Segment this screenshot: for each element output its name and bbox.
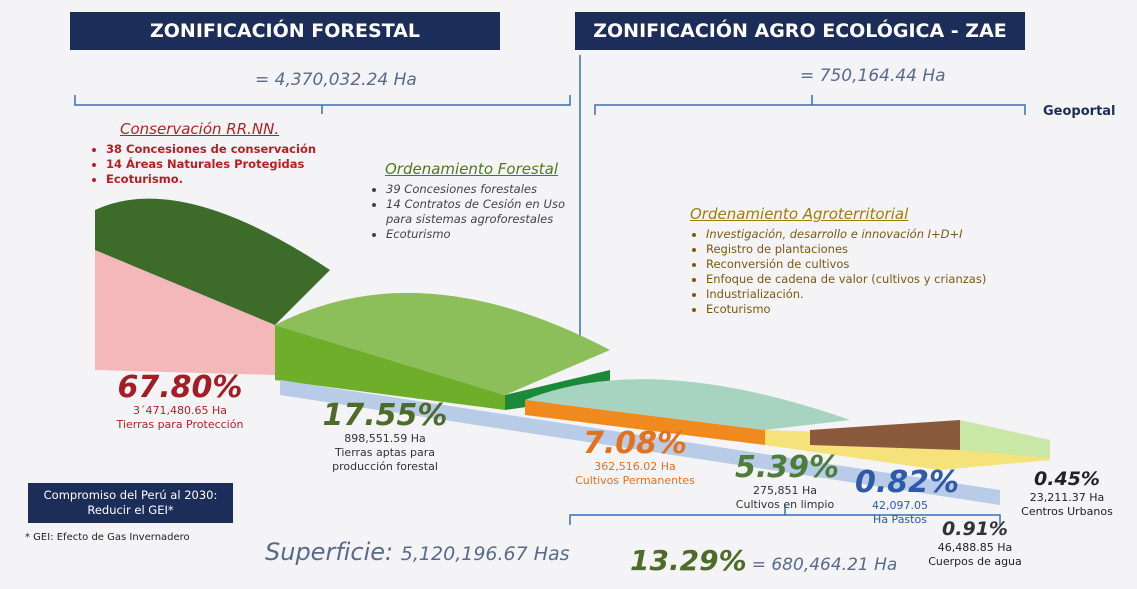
- zone-percent: 7.08%: [570, 428, 700, 460]
- zae-title: ZONIFICACIÓN AGRO ECOLÓGICA - ZAE: [575, 12, 1025, 50]
- zae-total: = 750,164.44 Ha: [800, 66, 946, 86]
- forestal-total: = 4,370,032.24 Ha: [255, 70, 417, 90]
- zone-percent: 0.82%: [855, 467, 945, 499]
- item: Enfoque de cadena de valor (cultivos y c…: [706, 272, 1030, 287]
- item: Ecoturismo.: [106, 172, 350, 187]
- agri-value: = 680,464.21 Ha: [752, 555, 898, 575]
- zone-area: 23,211.37 Ha: [1012, 491, 1122, 505]
- logo: Geoportal: [1043, 104, 1116, 119]
- zone-label: Centros Urbanos: [1012, 505, 1122, 519]
- section-title: Ordenamiento Agroterritorial: [690, 205, 1030, 223]
- item: Registro de plantaciones: [706, 242, 1030, 257]
- zone-label: Cultivos Permanentes: [570, 474, 700, 488]
- section-title: Conservación RR.NN.: [120, 120, 350, 138]
- zone-label: Cuerpos de agua: [925, 555, 1025, 569]
- brace: [75, 95, 570, 114]
- zone-area: 275,851 Ha: [735, 484, 835, 498]
- item: 39 Concesiones forestales: [386, 182, 565, 197]
- zone-area: 898,551.59 Ha: [315, 432, 455, 446]
- agri-total: 13.29% = 680,464.21 Ha: [630, 545, 897, 577]
- zone-percent: 17.55%: [315, 400, 455, 432]
- item: Industrialización.: [706, 287, 1030, 302]
- zone-area: 362,516.02 Ha: [570, 460, 700, 474]
- forestal-title: ZONIFICACIÓN FORESTAL: [70, 12, 500, 50]
- zone-percent: 0.91%: [925, 517, 1025, 541]
- section: Ordenamiento Forestal 39 Concesiones for…: [370, 160, 565, 242]
- surface-value: 5,120,196.67 Has: [401, 543, 570, 565]
- zone-area: 46,488.85 Ha: [925, 541, 1025, 555]
- footnote: * GEI: Efecto de Gas Invernadero: [25, 532, 190, 543]
- zone-label: Tierras para Protección: [90, 418, 270, 432]
- infographic: ZONIFICACIÓN FORESTAL ZONIFICACIÓN AGRO …: [0, 0, 1137, 589]
- zone-percent: 0.45%: [1012, 467, 1122, 491]
- section: Conservación RR.NN. 38 Concesiones de co…: [90, 120, 350, 187]
- zone-label: Tierras aptas para producción forestal: [315, 446, 455, 474]
- zone-percent: 67.80%: [90, 372, 270, 404]
- item: 14 Contratos de Cesión en Uso para siste…: [386, 197, 565, 227]
- section: Ordenamiento Agroterritorial Investigaci…: [690, 205, 1030, 317]
- item: Ecoturismo: [386, 227, 565, 242]
- item: Reconversión de cultivos: [706, 257, 1030, 272]
- agri-percent: 13.29%: [630, 544, 747, 577]
- brace: [595, 95, 1025, 115]
- zone-label: Cultivos en limpio: [735, 498, 835, 512]
- item: 14 Áreas Naturales Protegidas: [106, 157, 350, 172]
- zone-area: 3´471,480.65 Ha: [90, 404, 270, 418]
- item: 38 Concesiones de conservación: [106, 142, 350, 157]
- pasture: [810, 420, 960, 450]
- commitment: Compromiso del Perú al 2030: Reducir el …: [28, 488, 233, 518]
- surface-label: Superficie:: [265, 538, 393, 566]
- item: Ecoturismo: [706, 302, 1030, 317]
- zone-area: 42,097.05: [855, 499, 945, 513]
- zone-percent: 5.39%: [735, 452, 835, 484]
- surface: Superficie: 5,120,196.67 Has: [265, 538, 570, 566]
- item: Investigación, desarrollo e innovación I…: [706, 227, 1030, 242]
- section-title: Ordenamiento Forestal: [385, 160, 565, 178]
